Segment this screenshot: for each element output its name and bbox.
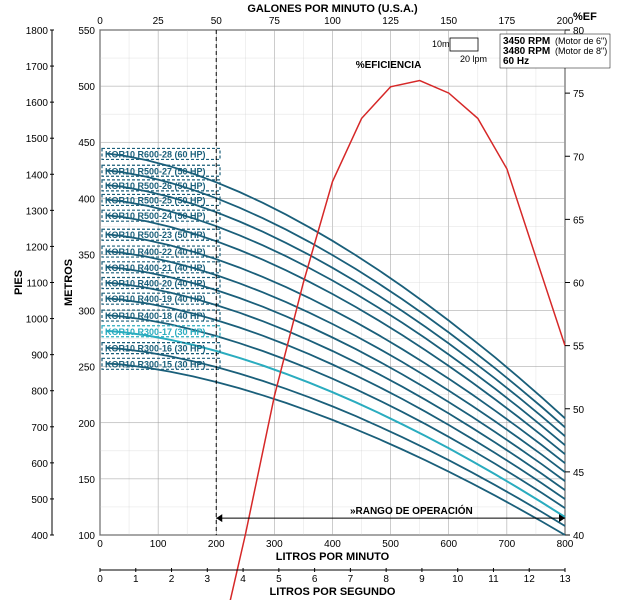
y-axis-metros-label: METROS bbox=[63, 259, 75, 306]
svg-text:75: 75 bbox=[573, 89, 585, 100]
pump-label: KOR10 R300-17 (30 HP) bbox=[105, 327, 206, 337]
op-range-label: »RANGO DE OPERACIÓN bbox=[350, 504, 473, 517]
svg-text:45: 45 bbox=[573, 468, 585, 479]
svg-text:60: 60 bbox=[573, 279, 585, 290]
svg-text:200: 200 bbox=[557, 16, 574, 27]
svg-text:700: 700 bbox=[499, 539, 516, 550]
svg-text:3: 3 bbox=[205, 574, 211, 585]
efficiency-label: %EFICIENCIA bbox=[356, 60, 422, 71]
svg-text:900: 900 bbox=[31, 351, 48, 362]
svg-text:400: 400 bbox=[31, 531, 48, 542]
x-axis-gpm-label: GALONES POR MINUTO (U.S.A.) bbox=[247, 3, 418, 15]
svg-text:400: 400 bbox=[324, 539, 341, 550]
svg-text:175: 175 bbox=[499, 16, 516, 27]
svg-text:100: 100 bbox=[78, 531, 95, 542]
x-axis-lpm-label: LITROS POR MINUTO bbox=[276, 551, 390, 563]
pump-label: KOR10 R400-19 (40 HP) bbox=[105, 294, 206, 304]
svg-text:450: 450 bbox=[78, 138, 95, 149]
svg-text:500: 500 bbox=[382, 539, 399, 550]
svg-text:65: 65 bbox=[573, 215, 585, 226]
svg-text:1: 1 bbox=[133, 574, 139, 585]
svg-text:0: 0 bbox=[97, 574, 103, 585]
svg-text:700: 700 bbox=[31, 423, 48, 434]
hz: 60 Hz bbox=[503, 56, 529, 67]
svg-text:350: 350 bbox=[78, 250, 95, 261]
svg-text:100: 100 bbox=[150, 539, 167, 550]
svg-text:600: 600 bbox=[440, 539, 457, 550]
svg-text:70: 70 bbox=[573, 152, 585, 163]
svg-text:1000: 1000 bbox=[26, 315, 49, 326]
svg-text:550: 550 bbox=[78, 26, 95, 37]
svg-text:300: 300 bbox=[266, 539, 283, 550]
pump-label: KOR10 R500-26 (50 HP) bbox=[105, 181, 206, 191]
pump-label: KOR10 R500-23 (50 HP) bbox=[105, 230, 206, 240]
pump-label: KOR10 R400-20 (40 HP) bbox=[105, 279, 206, 289]
pump-label: KOR10 R400-22 (40 HP) bbox=[105, 247, 206, 257]
svg-text:50: 50 bbox=[211, 16, 223, 27]
pump-label: KOR10 R300-16 (30 HP) bbox=[105, 344, 206, 354]
pump-label: KOR10 R400-21 (40 HP) bbox=[105, 263, 206, 273]
svg-text:600: 600 bbox=[31, 459, 48, 470]
svg-text:9: 9 bbox=[419, 574, 425, 585]
svg-text:200: 200 bbox=[208, 539, 225, 550]
svg-text:(Motor de 8"): (Motor de 8") bbox=[555, 46, 607, 56]
svg-text:4: 4 bbox=[240, 574, 246, 585]
svg-text:55: 55 bbox=[573, 342, 585, 353]
svg-text:125: 125 bbox=[382, 16, 399, 27]
svg-text:1800: 1800 bbox=[26, 26, 49, 37]
scale-10m: 10m bbox=[432, 39, 450, 49]
svg-text:1600: 1600 bbox=[26, 98, 49, 109]
svg-text:150: 150 bbox=[78, 475, 95, 486]
svg-text:12: 12 bbox=[524, 574, 536, 585]
pump-label: KOR10 R500-24 (50 HP) bbox=[105, 211, 206, 221]
svg-text:7: 7 bbox=[348, 574, 354, 585]
svg-text:800: 800 bbox=[557, 539, 574, 550]
svg-text:500: 500 bbox=[78, 82, 95, 93]
svg-text:13: 13 bbox=[559, 574, 571, 585]
svg-text:1300: 1300 bbox=[26, 206, 49, 217]
y-axis-pies-label: PIES bbox=[13, 270, 25, 295]
svg-text:(Motor de 6"): (Motor de 6") bbox=[555, 36, 607, 46]
svg-text:50: 50 bbox=[573, 405, 585, 416]
y-axis-ef-label: %EF bbox=[573, 11, 597, 23]
svg-text:200: 200 bbox=[78, 419, 95, 430]
svg-text:1400: 1400 bbox=[26, 170, 49, 181]
svg-text:0: 0 bbox=[97, 16, 103, 27]
pump-label: KOR10 R600-28 (60 HP) bbox=[105, 149, 206, 159]
svg-text:0: 0 bbox=[97, 539, 103, 550]
svg-text:1700: 1700 bbox=[26, 62, 49, 73]
pump-performance-chart: KOR10 R600-28 (60 HP) KOR10 R500-27 (50 H… bbox=[0, 0, 620, 600]
svg-text:800: 800 bbox=[31, 387, 48, 398]
svg-text:25: 25 bbox=[153, 16, 165, 27]
svg-text:5: 5 bbox=[276, 574, 282, 585]
svg-text:100: 100 bbox=[324, 16, 341, 27]
svg-text:300: 300 bbox=[78, 307, 95, 318]
pump-label: KOR10 R500-25 (50 HP) bbox=[105, 195, 206, 205]
svg-text:10: 10 bbox=[452, 574, 464, 585]
svg-text:2: 2 bbox=[169, 574, 175, 585]
pump-label: KOR10 R500-27 (50 HP) bbox=[105, 166, 206, 176]
scale-20lpm: 20 lpm bbox=[460, 54, 487, 64]
svg-text:1100: 1100 bbox=[26, 279, 48, 290]
pump-label: KOR10 R400-18 (40 HP) bbox=[105, 311, 206, 321]
pump-label: KOR10 R300-15 (30 HP) bbox=[105, 359, 206, 369]
svg-text:1500: 1500 bbox=[26, 134, 49, 145]
svg-text:8: 8 bbox=[383, 574, 389, 585]
svg-text:250: 250 bbox=[78, 363, 95, 374]
svg-text:1200: 1200 bbox=[26, 242, 49, 253]
svg-text:75: 75 bbox=[269, 16, 281, 27]
svg-text:500: 500 bbox=[31, 495, 48, 506]
svg-text:11: 11 bbox=[488, 574, 499, 585]
svg-text:400: 400 bbox=[78, 194, 95, 205]
x-axis-lps-label: LITROS POR SEGUNDO bbox=[270, 586, 396, 598]
svg-text:150: 150 bbox=[440, 16, 457, 27]
svg-text:40: 40 bbox=[573, 531, 585, 542]
svg-text:6: 6 bbox=[312, 574, 318, 585]
